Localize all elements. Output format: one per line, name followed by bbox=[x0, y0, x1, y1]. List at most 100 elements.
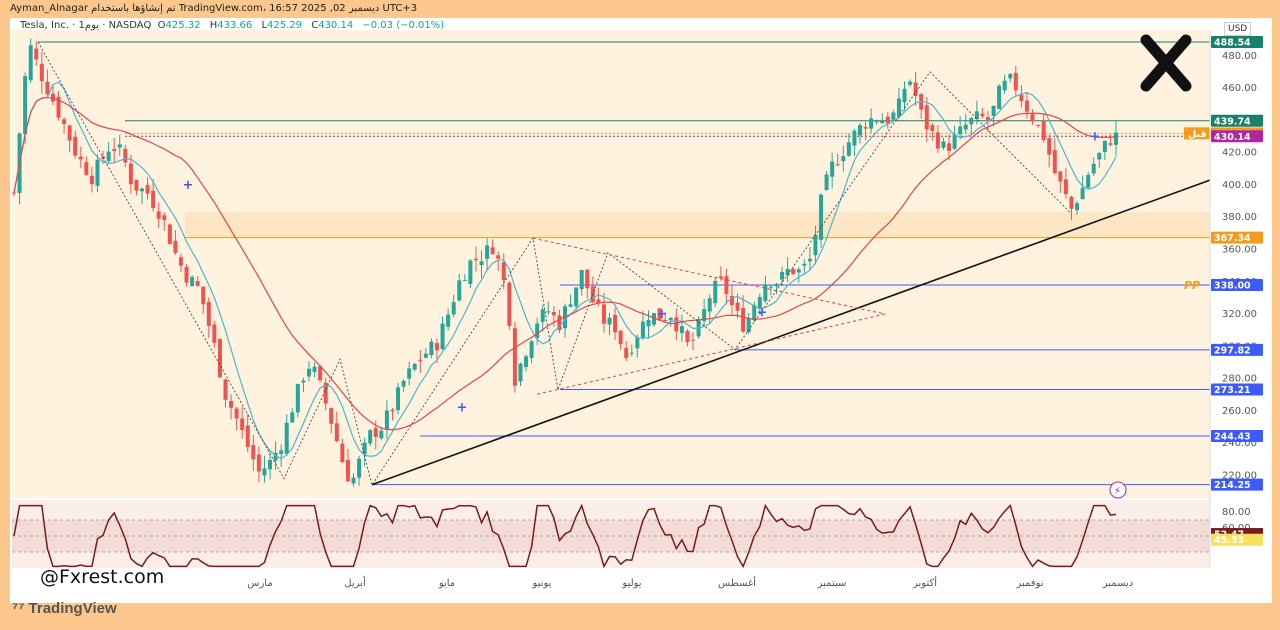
candle-body bbox=[162, 215, 167, 220]
candle-body bbox=[329, 408, 334, 424]
ohlc-legend: Tesla, Inc. · 1يوم · NASDAQ O425.32 H433… bbox=[20, 20, 450, 31]
candle-body bbox=[1013, 72, 1018, 91]
watermark-text: @Fxrest.com bbox=[40, 566, 165, 588]
y-tick-label: 480.00 bbox=[1222, 51, 1257, 62]
candle-body bbox=[256, 454, 261, 472]
candle-body bbox=[368, 430, 373, 444]
candle-body bbox=[863, 127, 868, 129]
cross-marker: + bbox=[657, 307, 668, 322]
candle-body bbox=[679, 326, 684, 334]
candle-body bbox=[763, 284, 768, 301]
x-month-label: سبتمبر bbox=[817, 578, 847, 589]
candle-body bbox=[807, 258, 812, 262]
candle-body bbox=[462, 280, 467, 282]
candle-body bbox=[251, 445, 256, 460]
demand-zone bbox=[185, 212, 1210, 238]
candle-body bbox=[835, 164, 840, 166]
candle-body bbox=[752, 304, 757, 321]
price-tag bbox=[1211, 36, 1263, 49]
price-tag-text: 367.34 bbox=[1214, 233, 1251, 244]
price-tag bbox=[1211, 114, 1263, 127]
pp-label: PP bbox=[1184, 279, 1200, 292]
candle-body bbox=[312, 366, 317, 372]
candle-body bbox=[913, 82, 918, 97]
candle-body bbox=[1036, 124, 1041, 126]
symbol-name[interactable]: Tesla, Inc. · 1يوم · NASDAQ bbox=[20, 20, 152, 31]
y-tick-label: 280.00 bbox=[1222, 374, 1257, 385]
candle-body bbox=[551, 312, 556, 316]
price-tag-text: 430.14 bbox=[1214, 132, 1251, 143]
candle-body bbox=[785, 268, 790, 276]
candle-body bbox=[457, 280, 462, 301]
price-pane-bg bbox=[12, 30, 1210, 498]
price-tag-text: 488.54 bbox=[1214, 38, 1251, 49]
cross-marker: + bbox=[1090, 130, 1101, 145]
candle-body bbox=[151, 190, 156, 209]
candle-body bbox=[128, 163, 133, 185]
candle-body bbox=[89, 175, 94, 185]
candle-body bbox=[507, 282, 512, 326]
candle-body bbox=[384, 410, 389, 430]
candle-body bbox=[217, 339, 222, 378]
candle-body bbox=[601, 304, 606, 324]
candle-body bbox=[479, 261, 484, 266]
candle-body bbox=[73, 136, 78, 156]
candle-body bbox=[39, 63, 44, 82]
candle-body bbox=[974, 111, 979, 120]
ma-slow-line bbox=[13, 96, 1117, 431]
candle-body bbox=[607, 317, 612, 325]
candle-body bbox=[857, 125, 862, 136]
candle-body bbox=[540, 309, 545, 322]
candle-body bbox=[434, 343, 439, 351]
candle-body bbox=[691, 339, 696, 341]
candle-body bbox=[262, 468, 267, 476]
candle-body bbox=[62, 119, 67, 125]
candle-body bbox=[418, 359, 423, 362]
candle-body bbox=[902, 88, 907, 103]
candle-body bbox=[819, 194, 824, 240]
price-tag-text: 338.00 bbox=[1214, 280, 1251, 291]
candle-body bbox=[28, 45, 33, 81]
candle-body bbox=[618, 330, 623, 344]
candle-body bbox=[173, 240, 178, 253]
candle-body bbox=[824, 174, 829, 190]
candle-body bbox=[741, 307, 746, 332]
price-tag bbox=[1211, 278, 1263, 291]
candle-body bbox=[579, 270, 584, 290]
candle-body bbox=[1030, 114, 1035, 122]
candle-body bbox=[1024, 100, 1029, 112]
change-value: −0.03 (−0.01%) bbox=[362, 20, 445, 31]
candle-body bbox=[440, 323, 445, 350]
lightning-icon-glyph: ⚡ bbox=[1114, 486, 1121, 497]
low-value: 425.29 bbox=[267, 20, 303, 31]
candle-body bbox=[869, 118, 874, 129]
candle-body bbox=[1097, 153, 1102, 160]
ma-fast-line bbox=[13, 81, 1117, 460]
candle-body bbox=[195, 281, 200, 286]
brand-name: TradingView bbox=[28, 600, 117, 617]
candle-body bbox=[123, 149, 128, 163]
candle-body bbox=[140, 188, 145, 192]
price-tag bbox=[1211, 343, 1263, 356]
y-tick-label: 420.00 bbox=[1222, 148, 1257, 159]
candle-body bbox=[535, 323, 540, 339]
cross-marker: + bbox=[757, 305, 768, 320]
price-tag-text: 439.74 bbox=[1214, 116, 1251, 127]
candle-body bbox=[245, 425, 250, 448]
currency-button[interactable]: USD bbox=[1224, 22, 1252, 36]
lightning-icon[interactable] bbox=[1109, 481, 1127, 499]
candle-body bbox=[668, 318, 673, 321]
candle-body bbox=[1091, 163, 1096, 174]
candle-body bbox=[201, 286, 206, 305]
candle-body bbox=[496, 255, 501, 259]
candle-body bbox=[707, 298, 712, 312]
candle-body bbox=[407, 368, 412, 379]
candle-body bbox=[473, 258, 478, 261]
candle-body bbox=[635, 337, 640, 349]
x-month-label: يوليو bbox=[621, 578, 641, 589]
x-month-label: ديسمبر bbox=[1102, 578, 1133, 589]
candle-body bbox=[106, 151, 111, 162]
candle-body bbox=[273, 452, 278, 461]
candle-body bbox=[1058, 171, 1063, 182]
